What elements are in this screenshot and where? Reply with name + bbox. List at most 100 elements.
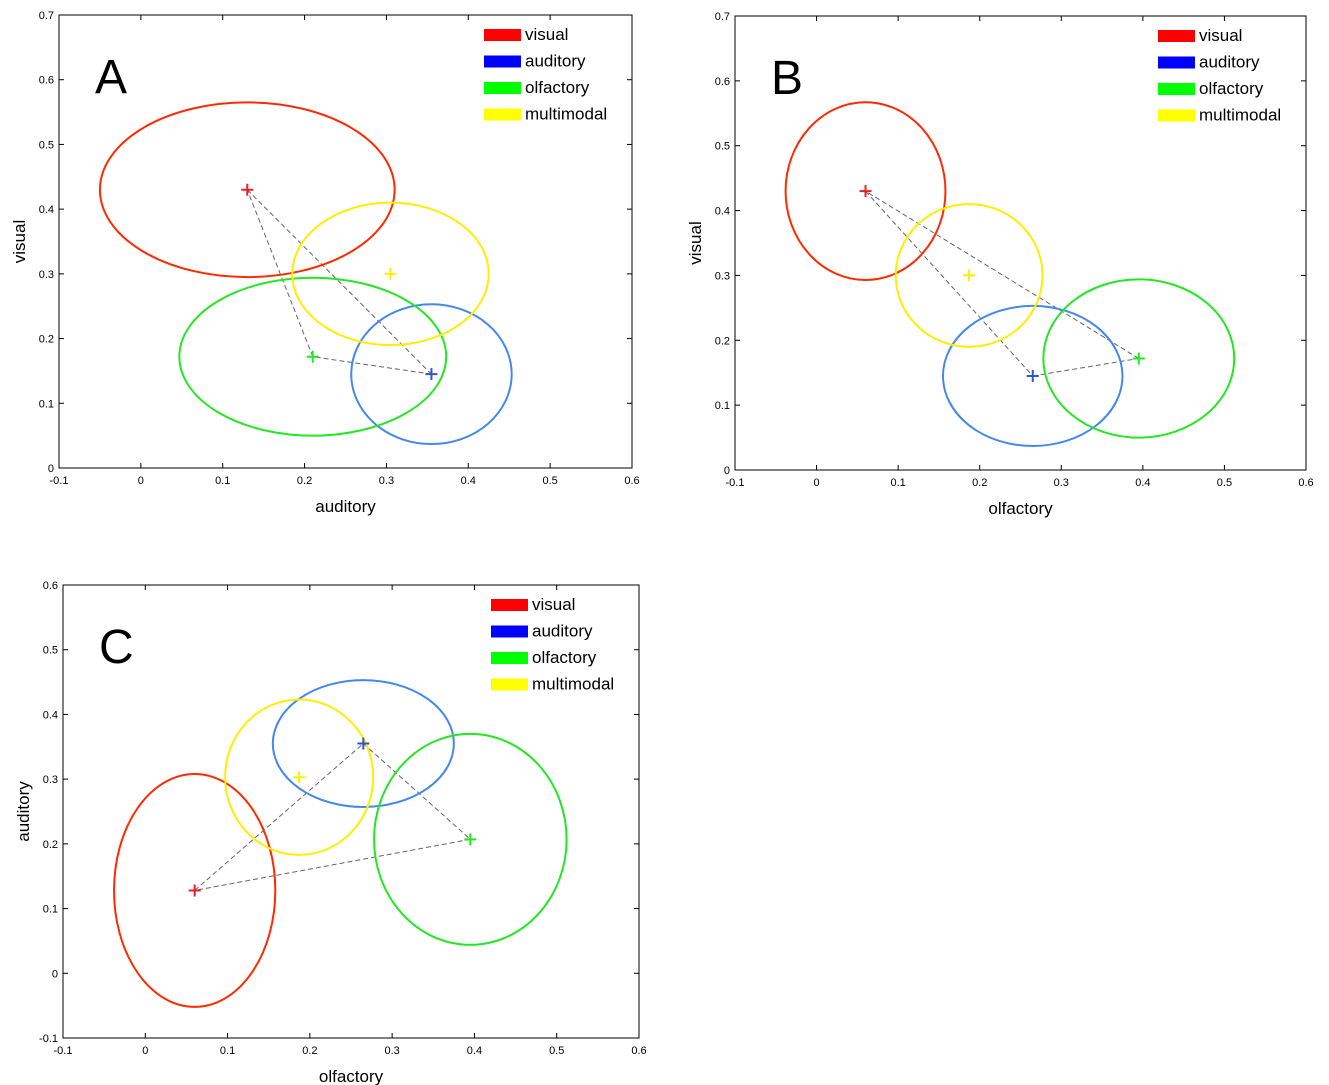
y-tick-label: 0.5	[43, 645, 58, 657]
x-tick-label: -0.1	[726, 477, 745, 489]
marker-olfactory	[1132, 352, 1145, 365]
connector-olfactory-visual	[246, 189, 314, 357]
marker-auditory	[357, 737, 370, 750]
legend-swatch-auditory	[491, 625, 528, 638]
legend-swatch-visual	[484, 29, 521, 41]
legend-swatch-multimodal	[1158, 109, 1195, 122]
x-tick-label: 0.3	[1054, 477, 1069, 489]
marker-auditory	[1026, 369, 1039, 382]
ellipse-auditory	[271, 679, 455, 808]
panel-label: B	[771, 52, 803, 105]
x-tick-label: 0.2	[972, 477, 987, 489]
legend-label: multimodal	[532, 675, 614, 694]
legend-label: olfactory	[525, 78, 590, 97]
connector-olfactory-visual	[865, 190, 1140, 359]
x-tick-label: 0.4	[461, 475, 476, 487]
legend-swatch-olfactory	[1158, 83, 1195, 95]
panel-a: -0.1 0 0.1 0.2 0.3 0.4 0.5 0.600.10.20.30.40.50…	[10, 10, 640, 516]
ellipse-auditory	[942, 304, 1124, 448]
connector-auditory-olfactory	[363, 743, 471, 840]
panel-b: -0.1 0 0.1 0.2 0.3 0.4 0.5 0.600.10.20.30.40.50…	[686, 11, 1314, 518]
y-tick-label: 0.5	[39, 139, 54, 151]
x-tick-label: 0.3	[379, 475, 394, 487]
marker-multimodal	[293, 771, 306, 784]
y-tick-label: 0.2	[715, 335, 730, 347]
legend-label: auditory	[532, 622, 593, 641]
y-tick-label: 0.2	[39, 334, 54, 346]
y-tick-label: 0.3	[43, 774, 58, 786]
ellipse-visual	[113, 772, 277, 1008]
marker-olfactory	[464, 833, 477, 846]
y-tick-label: 0	[724, 465, 730, 477]
ellipse-multimodal	[291, 201, 490, 347]
panel-label: C	[99, 621, 134, 674]
connector-visual-auditory	[865, 190, 1034, 377]
ellipse-olfactory	[1042, 278, 1236, 439]
legend-label: auditory	[1199, 53, 1260, 72]
x-tick-label: 0.4	[467, 1045, 482, 1057]
connector-auditory-olfactory	[312, 356, 432, 375]
plot-area-b	[734, 15, 1307, 471]
x-tick-label: 0	[814, 477, 820, 489]
y-tick-label: 0.3	[39, 269, 54, 281]
connector-visual-auditory	[246, 189, 432, 375]
y-tick-label: 0.1	[43, 904, 58, 916]
x-tick-label: 0.1	[890, 477, 905, 489]
legend-swatch-olfactory	[491, 652, 528, 664]
y-tick-label: 0	[52, 968, 58, 980]
legend: visual auditory olfactory multimodal	[1158, 26, 1281, 125]
x-tick-label: 0.5	[549, 1045, 564, 1057]
marker-multimodal	[963, 269, 976, 282]
y-tick-label: 0	[48, 463, 54, 475]
ellipse-multimodal	[894, 203, 1044, 348]
x-tick-label: 0.6	[1298, 477, 1313, 489]
ellipse-olfactory	[178, 276, 448, 437]
legend-swatch-multimodal	[484, 108, 521, 121]
legend-label: olfactory	[532, 648, 597, 667]
x-tick-label: 0	[142, 1045, 148, 1057]
legend-label: visual	[1199, 26, 1242, 45]
y-tick-label: 0.2	[43, 839, 58, 851]
x-tick-label: 0.1	[220, 1045, 235, 1057]
x-tick-label: 0.3	[384, 1045, 399, 1057]
x-tick-label: -0.1	[54, 1045, 73, 1057]
x-tick-label: 0.6	[631, 1045, 646, 1057]
x-tick-label: 0.2	[302, 1045, 317, 1057]
legend-label: multimodal	[1199, 106, 1281, 125]
marker-visual	[859, 185, 872, 198]
y-tick-label: 0.4	[43, 709, 58, 721]
legend-swatch-visual	[1158, 30, 1195, 42]
x-axis-label: olfactory	[988, 499, 1053, 518]
y-tick-label: 0.1	[715, 400, 730, 412]
y-tick-label: 0.6	[39, 75, 54, 87]
x-tick-label: 0.6	[624, 475, 639, 487]
marker-auditory	[425, 368, 438, 381]
marker-visual	[188, 884, 201, 897]
panel-c: -0.1 0 0.1 0.2 0.3 0.4 0.5 0.6 -0.1 0 0.1 0.2 0.3 0.4…	[14, 580, 647, 1085]
x-axis-label: auditory	[315, 497, 376, 516]
x-tick-label: -0.1	[50, 475, 69, 487]
legend-label: visual	[525, 25, 568, 44]
x-axis-label: olfactory	[319, 1067, 384, 1085]
legend-label: multimodal	[525, 105, 607, 124]
legend-swatch-multimodal	[491, 678, 528, 691]
legend-swatch-olfactory	[484, 82, 521, 94]
legend: visual auditory olfactory multimodal	[491, 595, 614, 694]
plot-area-c	[62, 584, 640, 1039]
marker-visual	[241, 183, 254, 196]
marker-olfactory	[306, 350, 319, 363]
y-axis-label: auditory	[14, 781, 33, 842]
y-tick-label: 0.6	[715, 76, 730, 88]
connector-visual-auditory	[194, 743, 364, 891]
legend: visual auditory olfactory multimodal	[484, 25, 607, 124]
ellipse-multimodal	[224, 698, 375, 856]
legend-label: olfactory	[1199, 79, 1264, 98]
ellipse-visual	[784, 101, 947, 281]
y-tick-label: 0.6	[43, 580, 58, 592]
panel-label: A	[95, 51, 127, 104]
x-tick-label: 0.2	[297, 475, 312, 487]
x-tick-label: 0.4	[1135, 477, 1150, 489]
legend-label: visual	[532, 595, 575, 614]
y-tick-label: 0.1	[39, 398, 54, 410]
